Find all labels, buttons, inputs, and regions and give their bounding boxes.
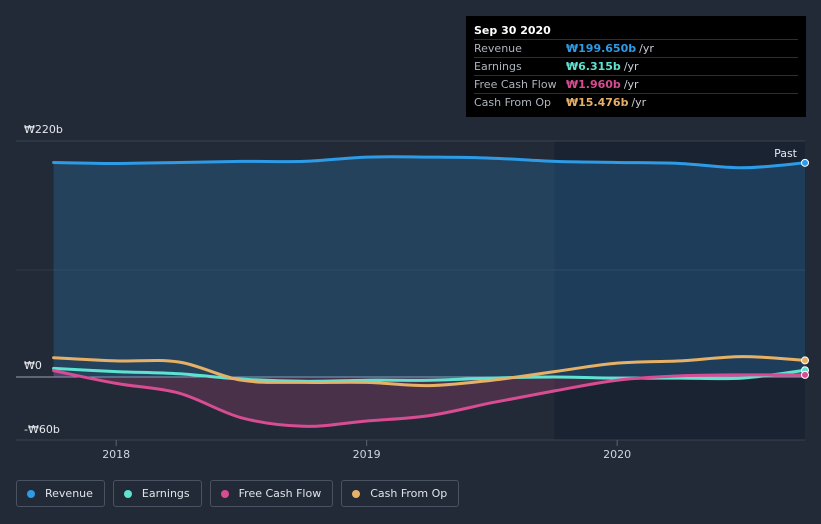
y-tick-label-zero: ₩0 (24, 359, 42, 372)
revenue-line (52, 155, 807, 170)
y-tick-label-bottom: -₩60b (24, 423, 60, 436)
tooltip: Sep 30 2020 Revenue ₩199.650b /yr Earnin… (466, 16, 806, 117)
revenue-endpoint (801, 158, 809, 167)
x-tick-label: 2018 (102, 448, 130, 461)
series-areas (53, 156, 806, 427)
revenue-area (53, 156, 806, 377)
legend-label: Free Cash Flow (238, 487, 322, 500)
forecast-shade (554, 141, 805, 440)
legend-item-cash-from-op[interactable]: Cash From Op (341, 480, 460, 507)
legend-label: Cash From Op (370, 487, 448, 500)
x-axis-ticks: 2018 2019 2020 (102, 440, 631, 461)
tooltip-row-earnings: Earnings ₩6.315b /yr (474, 57, 798, 75)
legend-item-free-cash-flow[interactable]: Free Cash Flow (209, 480, 334, 507)
past-label: Past (774, 147, 798, 160)
tooltip-row-unit: /yr (631, 96, 647, 109)
tooltip-row-value: ₩6.315b (566, 60, 621, 73)
tooltip-row-label: Revenue (474, 42, 522, 55)
legend: Revenue Earnings Free Cash Flow Cash Fro… (16, 480, 460, 509)
tooltip-row-unit: /yr (623, 60, 639, 73)
tooltip-row-label: Earnings (474, 60, 522, 73)
tooltip-row-free-cash-flow: Free Cash Flow ₩1.960b /yr (474, 75, 798, 93)
legend-label: Earnings (141, 487, 190, 500)
free-cash-flow-area (53, 370, 806, 427)
series-endpoints (801, 158, 809, 379)
tooltip-row-label: Free Cash Flow (474, 78, 557, 91)
legend-label: Revenue (45, 487, 93, 500)
tooltip-row-value: ₩1.960b (566, 78, 621, 91)
x-tick-label: 2019 (353, 448, 381, 461)
series-lines (52, 155, 807, 428)
tooltip-row-value: ₩199.650b (566, 42, 637, 55)
earnings-line (52, 366, 807, 383)
tooltip-row-unit: /yr (623, 78, 639, 91)
revenue-dot-icon (27, 489, 35, 498)
cash-from-op-line (52, 355, 807, 388)
legend-item-revenue[interactable]: Revenue (16, 480, 105, 507)
free-cash-flow-endpoint (801, 370, 809, 379)
tooltip-row-value: ₩15.476b (566, 96, 629, 109)
cash-from-op-dot-icon (352, 489, 361, 498)
y-tick-label-top: ₩220b (24, 123, 63, 136)
cash-from-op-endpoint (801, 356, 809, 365)
tooltip-date: Sep 30 2020 (474, 24, 551, 37)
tooltip-row-label: Cash From Op (474, 96, 552, 109)
legend-item-earnings[interactable]: Earnings (112, 480, 202, 507)
free-cash-flow-line (52, 369, 807, 428)
earnings-dot-icon (123, 489, 132, 498)
tooltip-row-cash-from-op: Cash From Op ₩15.476b /yr (474, 93, 798, 111)
x-tick-label: 2020 (603, 448, 631, 461)
tooltip-row-unit: /yr (639, 42, 654, 55)
tooltip-row-revenue: Revenue ₩199.650b /yr (474, 39, 798, 57)
free-cash-flow-dot-icon (220, 489, 229, 498)
